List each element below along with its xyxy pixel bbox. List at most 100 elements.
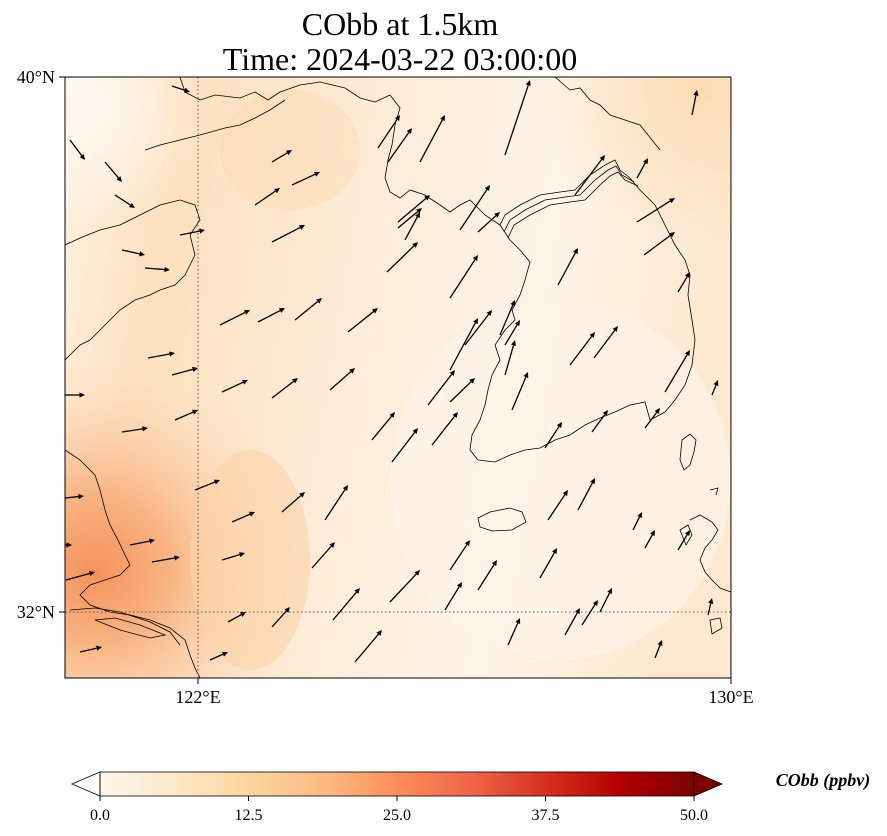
wind-arrow-shaft	[539, 552, 555, 579]
wind-arrow-shaft	[557, 252, 576, 286]
wind-arrow-shaft	[332, 591, 357, 621]
wind-arrow-head	[238, 552, 245, 558]
wind-arrow-shaft	[114, 194, 131, 206]
wind-arrow-head	[607, 588, 612, 595]
wind-arrow-head	[298, 225, 305, 230]
wind-arrow-shaft	[397, 211, 419, 229]
wind-arrow-shaft	[397, 198, 427, 223]
wind-arrow-head	[79, 392, 85, 398]
wind-arrow-head	[412, 428, 418, 434]
wind-arrow-shaft	[654, 644, 661, 659]
wind-arrow-shaft	[371, 415, 393, 441]
korea-north-border-1	[499, 159, 631, 226]
wind-arrow-shaft	[171, 368, 193, 376]
yangtze-estuary	[69, 607, 181, 646]
wind-arrow-head	[349, 368, 355, 374]
wind-arrow-shaft	[431, 415, 456, 446]
wind-arrow-head	[464, 540, 470, 547]
wind-arrow-head	[602, 410, 608, 416]
wind-arrow-shaft	[449, 544, 468, 571]
lat-tick-label-40: 40°N	[17, 67, 55, 87]
wind-arrow-shaft	[564, 612, 578, 636]
wind-arrow-head	[643, 158, 648, 165]
wind-arrow-shaft	[504, 85, 529, 156]
wind-arrow-shaft	[427, 373, 453, 406]
wind-arrow-head	[329, 542, 335, 548]
wind-arrow-shaft	[389, 573, 417, 603]
map-title: CObb at 1.5km	[301, 6, 499, 42]
wind-arrow-shaft	[65, 572, 90, 581]
wind-arrow-head	[637, 512, 642, 519]
korea-north-border-3	[507, 171, 639, 239]
wind-arrow-shaft	[144, 267, 165, 271]
wind-arrow-head	[556, 422, 562, 429]
wind-arrow-shaft	[574, 159, 603, 196]
wind-arrow-shaft	[147, 353, 170, 359]
wind-arrow-shaft	[227, 614, 242, 623]
wind-arrow-shaft	[547, 494, 566, 521]
wind-arrow-shaft	[219, 311, 246, 326]
wind-arrow-head	[79, 154, 85, 160]
wind-arrow-shaft	[449, 322, 476, 371]
wind-arrow-shaft	[69, 139, 83, 156]
wind-arrow-head	[452, 412, 458, 418]
wind-arrow-shaft	[581, 604, 596, 626]
wind-arrow-head	[192, 366, 198, 372]
wind-arrow-shaft	[449, 381, 472, 403]
wind-arrow-shaft	[104, 161, 119, 179]
wind-arrow-head	[241, 379, 248, 385]
wind-arrow-shaft	[294, 300, 319, 321]
wind-arrow-shaft	[404, 216, 418, 241]
wind-arrow-head	[142, 426, 148, 432]
wind-arrow-head	[292, 378, 298, 384]
korea-west-coast	[469, 224, 531, 461]
wind-arrow-shaft	[577, 482, 593, 511]
wind-arrow-shaft	[677, 276, 688, 293]
wind-arrow-head	[573, 248, 578, 255]
wind-arrow-head	[599, 155, 605, 161]
wind-arrow-shaft	[257, 309, 281, 323]
wind-arrow-head	[183, 87, 190, 93]
wind-arrow-head	[693, 90, 699, 96]
colorbar-tick-label: 37.5	[532, 807, 560, 824]
colorbar-label: CObb (ppbv)	[776, 770, 870, 791]
wind-arrow-head	[657, 640, 663, 647]
wind-arrow-shaft	[464, 313, 490, 346]
wind-arrow-shaft	[644, 534, 653, 549]
wind-arrow-head	[650, 530, 655, 537]
coastlines	[65, 77, 731, 678]
korea-south-coast	[477, 401, 651, 463]
wind-arrow-head	[342, 485, 348, 492]
wind-arrow-head	[473, 318, 478, 325]
wind-arrow-shaft	[444, 586, 460, 611]
wind-arrow-head	[66, 542, 72, 548]
wind-arrow-head	[149, 538, 155, 544]
wind-arrow-head	[562, 490, 568, 497]
wind-arrow-head	[654, 408, 660, 414]
map-time-subtitle: Time: 2024-03-22 03:00:00	[222, 41, 578, 77]
wind-arrow-shaft	[511, 376, 527, 411]
wind-arrow-shaft	[121, 249, 140, 255]
wind-arrow-head	[456, 582, 462, 589]
wind-arrow-head	[128, 202, 135, 208]
wind-arrow-head	[415, 212, 420, 219]
wind-arrow-shaft	[507, 622, 519, 646]
wind-arrow-shaft	[221, 381, 244, 393]
wind-arrow-shaft	[544, 426, 560, 449]
lon-tick-label-130: 130°E	[708, 687, 753, 707]
wind-arrow-head	[491, 560, 497, 567]
liaodong-coast	[179, 77, 501, 226]
wind-arrow-shaft	[711, 384, 717, 396]
wind-arrow-shaft	[377, 119, 398, 149]
wind-arrow-shaft	[271, 152, 288, 163]
wind-arrow-shaft	[151, 557, 175, 563]
colorbar-extend-max	[693, 771, 724, 797]
wind-arrow-shaft	[644, 412, 658, 429]
axis-ticks	[59, 76, 732, 684]
wind-arrow-head	[449, 370, 455, 376]
colorbar-tick-label: 0.0	[90, 807, 110, 824]
wind-arrow-head	[708, 598, 714, 604]
wind-arrow-shaft	[591, 414, 606, 433]
map-frame	[64, 76, 732, 679]
